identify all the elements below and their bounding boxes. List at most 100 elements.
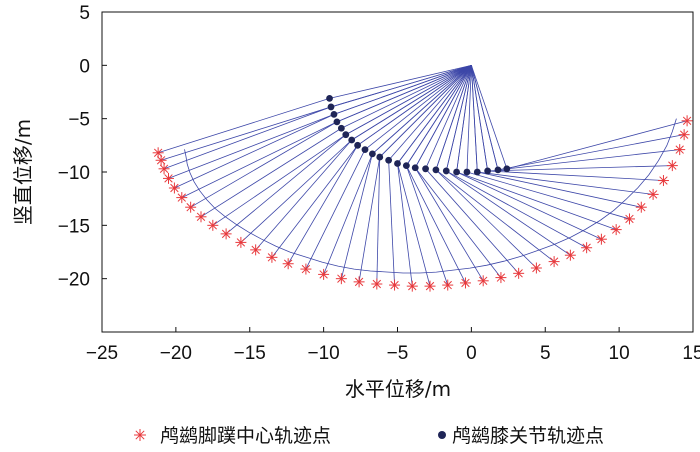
marker-stroke [582, 243, 591, 252]
marker-stroke [267, 253, 277, 262]
thigh-link [330, 64, 472, 108]
shank-link [397, 163, 431, 287]
marker-stroke [659, 176, 668, 185]
flipper-point [318, 268, 330, 280]
thigh-link [329, 64, 472, 99]
knee-point [402, 162, 410, 170]
x-tick-label: 15 [682, 343, 700, 364]
shank-link [255, 139, 352, 251]
knee-point [342, 131, 350, 139]
flipper-point [207, 219, 219, 231]
flipper-point [564, 249, 576, 261]
flipper-point [495, 272, 507, 284]
marker-stroke [164, 174, 173, 183]
marker-stroke [478, 276, 488, 286]
flipper-point [250, 244, 262, 256]
thigh-link [425, 65, 472, 169]
y-tick-label: −5 [68, 110, 90, 131]
flipper-curve [184, 118, 677, 274]
x-tick-label: −20 [160, 343, 192, 364]
thigh-link [445, 65, 472, 172]
shank-link [160, 106, 332, 161]
knee-point [326, 95, 333, 102]
marker-stroke [597, 234, 606, 244]
shank-link [225, 134, 347, 235]
shank-link [305, 149, 366, 270]
flipper-point [623, 213, 635, 225]
flipper-point [371, 278, 383, 290]
marker-stroke [637, 202, 646, 212]
legend-label-flipper: 鸬鹚脚蹼中心轨迹点 [160, 425, 331, 447]
shank-link [446, 170, 571, 256]
x-tick-label: 10 [609, 343, 630, 364]
marker-stroke [461, 278, 470, 288]
flipper-point [406, 280, 418, 292]
knee-point [394, 160, 401, 167]
flipper-point [513, 267, 525, 279]
shank-link [456, 171, 617, 230]
legend-asterisk [134, 429, 146, 441]
marker-stroke [337, 274, 346, 283]
x-tick-label: −5 [387, 343, 409, 364]
knee-point [348, 136, 356, 144]
shank-link [506, 120, 688, 170]
marker-stroke [177, 193, 186, 202]
knee-point [376, 153, 384, 161]
y-tick-label: 5 [79, 3, 90, 24]
shank-link [405, 165, 449, 286]
shank-link [497, 149, 680, 171]
marker-stroke [425, 281, 435, 291]
flipper-point [530, 262, 542, 274]
shank-link [158, 98, 330, 154]
flipper-point [235, 236, 247, 248]
knee-point [453, 168, 460, 176]
thigh-link [372, 65, 472, 155]
marker-stroke [221, 229, 231, 239]
shank-link [414, 167, 502, 278]
shank-link [340, 153, 373, 279]
shank-link [446, 170, 587, 249]
knee-point [484, 167, 492, 175]
thigh-link [456, 65, 472, 173]
marker-stroke [135, 430, 145, 440]
thigh-link [470, 65, 489, 171]
thigh-link [345, 64, 472, 136]
flipper-point [666, 160, 678, 172]
flipper-point [459, 277, 471, 289]
marker-stroke [408, 281, 417, 291]
knee-point [361, 146, 369, 154]
thigh-link [351, 64, 472, 141]
flipper-point [158, 163, 170, 175]
inner-trajectory [184, 118, 677, 274]
plot-frame [101, 11, 694, 333]
thigh-link [406, 65, 472, 166]
shank-link [376, 157, 381, 285]
marker-stroke [625, 214, 634, 224]
shank-link [190, 121, 338, 208]
shank-link [456, 171, 602, 240]
marker-stroke [566, 250, 575, 260]
shank-link [388, 160, 395, 286]
flipper-point [220, 228, 232, 240]
marker-stroke [153, 148, 163, 158]
y-tick-label: 0 [79, 56, 90, 77]
knee-point [385, 156, 393, 164]
legend: 鸬鹚脚蹼中心轨迹点 鸬鹚膝关节轨迹点 [134, 425, 604, 447]
x-tick-label: −25 [86, 343, 118, 364]
shank-link [163, 106, 332, 170]
shank-link [174, 114, 335, 189]
shank-link [212, 134, 347, 226]
y-tick-label: −10 [58, 163, 90, 184]
y-tick-label: −15 [58, 216, 90, 237]
knee-point [330, 111, 338, 118]
shank-link [435, 169, 555, 262]
shank-link [477, 171, 642, 208]
knee-point [333, 118, 341, 126]
marker-stroke [611, 225, 621, 234]
flipper-point [681, 115, 693, 127]
thigh-link [336, 64, 472, 123]
thigh-link [414, 65, 472, 168]
thigh-link [379, 65, 472, 158]
marker-stroke [159, 164, 169, 174]
marker-stroke [496, 273, 506, 282]
